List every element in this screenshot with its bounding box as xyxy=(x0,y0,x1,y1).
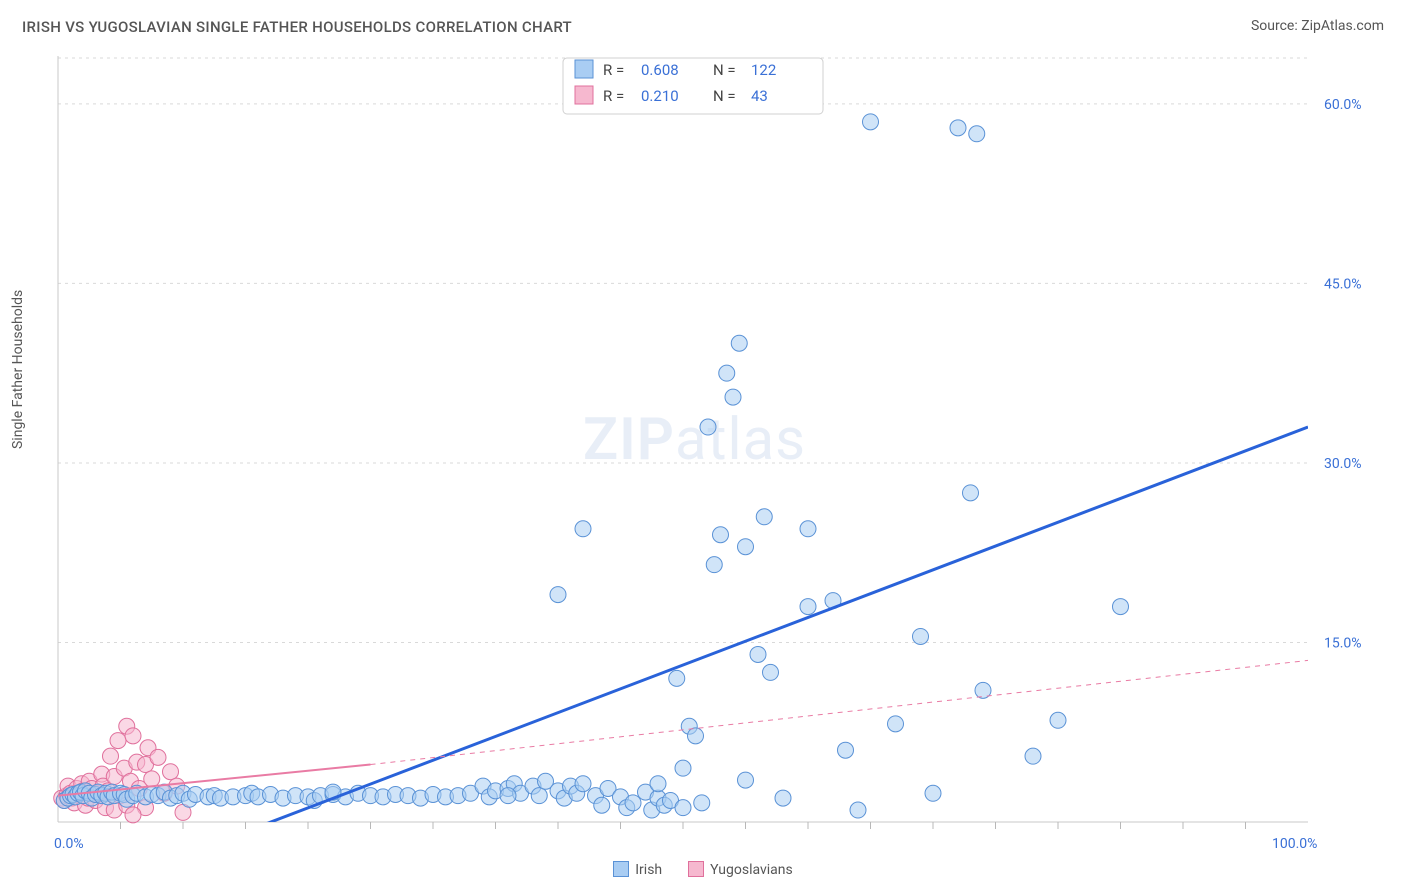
stats-swatch xyxy=(575,86,593,104)
data-point-irish xyxy=(738,772,754,788)
data-point-irish xyxy=(550,587,566,603)
data-point-irish xyxy=(675,800,691,816)
y-axis-label: Single Father Households xyxy=(10,290,26,449)
chart-area: Single Father Households 15.0%30.0%45.0%… xyxy=(50,48,1386,850)
data-point-irish xyxy=(1050,712,1066,728)
data-point-irish xyxy=(775,790,791,806)
data-point-yugo xyxy=(125,728,141,744)
data-point-irish xyxy=(925,785,941,801)
data-point-irish xyxy=(675,760,691,776)
data-point-irish xyxy=(500,788,516,804)
stats-swatch xyxy=(575,60,593,78)
legend-label-irish: Irish xyxy=(635,862,662,878)
data-point-irish xyxy=(1113,599,1129,615)
legend-item-irish: Irish xyxy=(613,861,662,878)
data-point-irish xyxy=(575,776,591,792)
y-tick-label: 15.0% xyxy=(1324,635,1362,651)
data-point-irish xyxy=(950,120,966,136)
stats-n-value: 43 xyxy=(751,87,768,105)
chart-title: IRISH VS YUGOSLAVIAN SINGLE FATHER HOUSE… xyxy=(22,18,572,36)
stats-n-value: 122 xyxy=(751,61,776,79)
data-point-irish xyxy=(625,795,641,811)
data-point-irish xyxy=(688,728,704,744)
data-point-irish xyxy=(800,599,816,615)
data-point-yugo xyxy=(150,749,166,765)
data-point-irish xyxy=(800,521,816,537)
data-point-yugo xyxy=(163,764,179,780)
stats-r-label: R = xyxy=(603,87,624,105)
data-point-irish xyxy=(531,788,547,804)
data-point-yugo xyxy=(110,733,126,749)
data-point-irish xyxy=(669,670,685,686)
legend-label-yugo: Yugoslavians xyxy=(710,862,793,878)
chart-source: Source: ZipAtlas.com xyxy=(1251,18,1384,34)
data-point-irish xyxy=(863,114,879,130)
stats-legend xyxy=(563,58,823,114)
data-point-irish xyxy=(738,539,754,555)
stats-r-label: R = xyxy=(603,61,624,79)
stats-n-label: N = xyxy=(713,61,736,79)
data-point-irish xyxy=(706,557,722,573)
stats-r-value: 0.608 xyxy=(641,61,679,79)
data-point-yugo xyxy=(125,807,141,823)
y-tick-label: 30.0% xyxy=(1324,456,1362,472)
x-axis-max-label: 100.0% xyxy=(1272,836,1317,852)
scatter-chart: 15.0% 30.0% 45.0% 60.0% ZIPatlas R = 0.608 N = 1… xyxy=(50,48,1386,850)
data-point-irish xyxy=(713,527,729,543)
legend-item-yugoslavians: Yugoslavians xyxy=(688,861,793,878)
data-point-irish xyxy=(594,797,610,813)
data-point-irish xyxy=(963,485,979,501)
trend-line-irish xyxy=(208,427,1308,846)
stats-n-label: N = xyxy=(713,87,736,105)
data-point-yugo xyxy=(144,771,160,787)
data-point-yugo xyxy=(103,748,119,764)
data-point-irish xyxy=(575,521,591,537)
data-point-irish xyxy=(850,802,866,818)
y-tick-label: 60.0% xyxy=(1324,97,1362,113)
data-point-irish xyxy=(969,126,985,142)
data-point-irish xyxy=(838,742,854,758)
data-point-irish xyxy=(719,365,735,381)
data-point-irish xyxy=(1025,748,1041,764)
data-point-irish xyxy=(750,646,766,662)
stats-r-value: 0.210 xyxy=(641,87,679,105)
data-point-irish xyxy=(913,628,929,644)
data-point-irish xyxy=(725,389,741,405)
series-legend: Irish Yugoslavians xyxy=(0,861,1406,878)
legend-swatch-yugo xyxy=(688,861,704,877)
data-point-irish xyxy=(888,716,904,732)
data-point-irish xyxy=(694,795,710,811)
data-point-irish xyxy=(756,509,772,525)
y-tick-label: 45.0% xyxy=(1324,276,1362,292)
data-point-irish xyxy=(650,776,666,792)
legend-swatch-irish xyxy=(613,861,629,877)
watermark: ZIPatlas xyxy=(583,406,806,474)
data-point-irish xyxy=(763,664,779,680)
data-point-irish xyxy=(731,335,747,351)
x-axis-min-label: 0.0% xyxy=(54,836,84,852)
data-point-irish xyxy=(700,419,716,435)
